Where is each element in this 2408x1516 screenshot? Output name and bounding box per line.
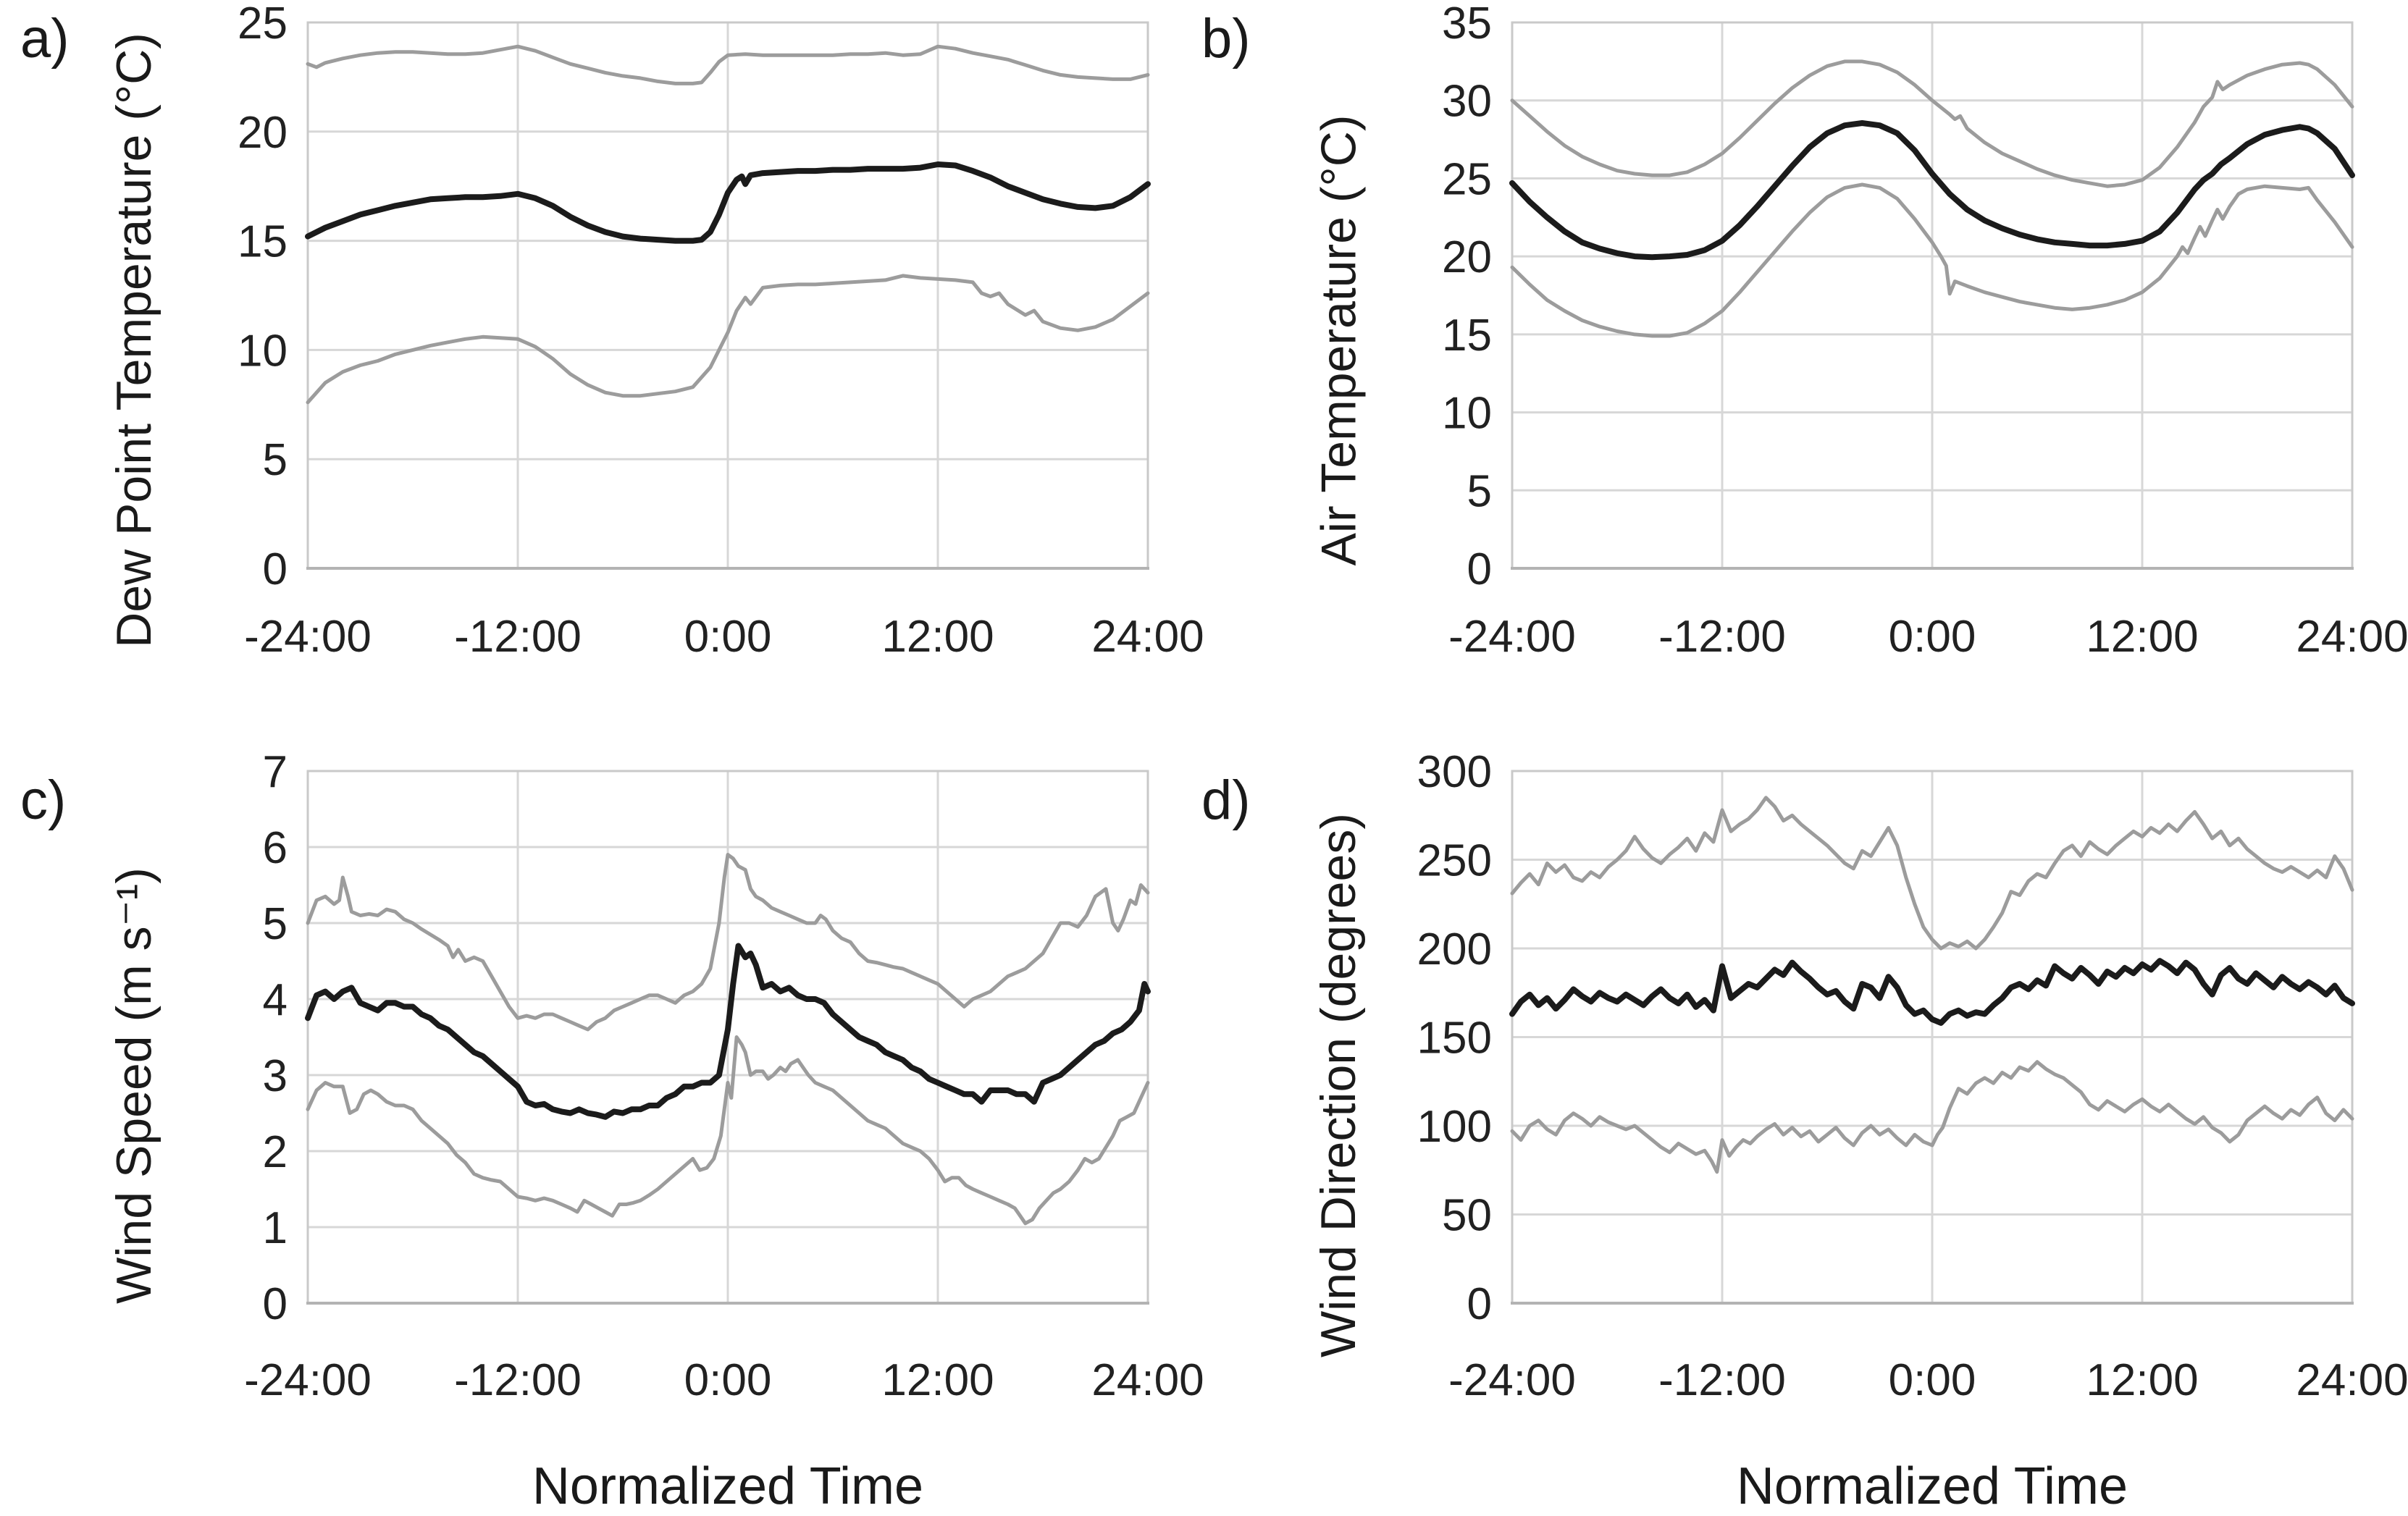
y-tick-label: 10 <box>1442 389 1492 439</box>
x-tick-label: 0:00 <box>1889 612 1976 662</box>
x-tick-label: 24:00 <box>1091 1355 1204 1405</box>
panel-b-plot: 0 5 10 15 20 25 30 35 -24:00 -12:00 0:00 12:00 24:00 <box>1442 0 2408 662</box>
y-tick-label: 3 <box>263 1051 288 1101</box>
series-mean-line <box>305 161 1151 244</box>
y-tick-label: 0 <box>263 1279 288 1329</box>
y-tick-label: 0 <box>263 544 288 594</box>
y-tick-label: 150 <box>1417 1014 1492 1064</box>
series-upper-line <box>306 44 1150 85</box>
panel-d: d) Wind Direction (degrees) 0 50 100 150 200… <box>1201 749 2408 1515</box>
y-tick-label: 6 <box>263 823 288 873</box>
panel-c-plot: 0 1 2 3 4 5 6 7 -24:00 -12:00 0:00 12:00 24:00 <box>244 749 1204 1405</box>
x-tick-label: -12:00 <box>454 612 582 662</box>
y-tick-label: 20 <box>1442 232 1492 282</box>
panel-c: c) Wind Speed (m s⁻¹) 0 1 2 3 4 5 6 7 -24:00 -12:… <box>0 749 1204 1515</box>
y-tick-label: 50 <box>1442 1191 1492 1241</box>
x-tick-label: 0:00 <box>684 1355 772 1405</box>
x-tick-label: 24:00 <box>2296 612 2408 662</box>
series-lower-line <box>1510 1060 2354 1174</box>
series-mean-line <box>1509 958 2355 1026</box>
x-tick-label: 12:00 <box>881 612 994 662</box>
y-tick-label: 20 <box>238 108 288 158</box>
x-tick-label: -24:00 <box>1448 1355 1576 1405</box>
panel-b-tag: b) <box>1201 8 1251 70</box>
panel-d-plot: 0 50 100 150 200 250 300 -24:00 -12:00 0:00 12:00 2… <box>1417 749 2408 1405</box>
y-tick-label: 0 <box>1467 544 1492 594</box>
y-tick-label: 200 <box>1417 925 1492 974</box>
panel-c-tag: c) <box>20 770 67 831</box>
panel-a-plot: 0 5 10 15 20 25 -24:00 -12:00 0:00 12:00 24:00 <box>238 0 1204 662</box>
series-mean-line <box>305 943 1151 1120</box>
x-tick-label: 24:00 <box>1091 612 1204 662</box>
series-lower-line <box>306 1035 1150 1226</box>
panel-a: a) Dew Point Temperature (°C) 0 5 10 15 20 25… <box>0 0 1204 733</box>
y-tick-label: 7 <box>263 749 288 797</box>
series-lower-line <box>1510 182 2354 338</box>
x-tick-label: 0:00 <box>684 612 772 662</box>
y-tick-label: 35 <box>1442 0 1492 49</box>
y-tick-label: 250 <box>1417 836 1492 886</box>
y-tick-label: 4 <box>263 975 288 1025</box>
x-tick-label: 12:00 <box>2086 1355 2198 1405</box>
y-tick-label: 1 <box>263 1203 288 1253</box>
x-tick-label: 12:00 <box>2086 612 2198 662</box>
panel-d-tag: d) <box>1201 770 1251 831</box>
x-tick-label: -12:00 <box>1658 612 1786 662</box>
y-tick-label: 30 <box>1442 77 1492 127</box>
panel-b: b) Air Temperature (°C) 0 5 10 15 20 25 30 35 -2… <box>1201 0 2408 733</box>
series-upper-line <box>306 853 1150 1032</box>
y-tick-label: 100 <box>1417 1102 1492 1152</box>
x-tick-label: -12:00 <box>1658 1355 1786 1405</box>
y-tick-label: 15 <box>1442 311 1492 361</box>
x-tick-label: 24:00 <box>2296 1355 2408 1405</box>
x-tick-label: -12:00 <box>454 1355 582 1405</box>
x-tick-label: -24:00 <box>1448 612 1576 662</box>
x-tick-label: -24:00 <box>244 612 372 662</box>
panel-c-xlabel: Normalized Time <box>532 1457 924 1515</box>
y-tick-label: 300 <box>1417 749 1492 797</box>
panel-a-tag: a) <box>20 8 70 70</box>
y-tick-label: 25 <box>1442 154 1492 204</box>
x-tick-label: -24:00 <box>244 1355 372 1405</box>
series-upper-line <box>1510 59 2354 188</box>
series-upper-line <box>1510 796 2354 951</box>
y-tick-label: 10 <box>238 326 288 376</box>
panel-d-xlabel: Normalized Time <box>1736 1457 2128 1515</box>
y-tick-label: 2 <box>263 1127 288 1177</box>
x-tick-label: 0:00 <box>1889 1355 1976 1405</box>
series-lower-line <box>306 274 1150 405</box>
y-tick-label: 5 <box>263 435 288 485</box>
series-mean-line <box>1509 120 2355 261</box>
y-tick-label: 0 <box>1467 1279 1492 1329</box>
x-tick-label: 12:00 <box>881 1355 994 1405</box>
y-tick-label: 5 <box>1467 466 1492 516</box>
y-tick-label: 15 <box>238 217 288 267</box>
y-tick-label: 25 <box>238 0 288 49</box>
y-tick-label: 5 <box>263 899 288 949</box>
